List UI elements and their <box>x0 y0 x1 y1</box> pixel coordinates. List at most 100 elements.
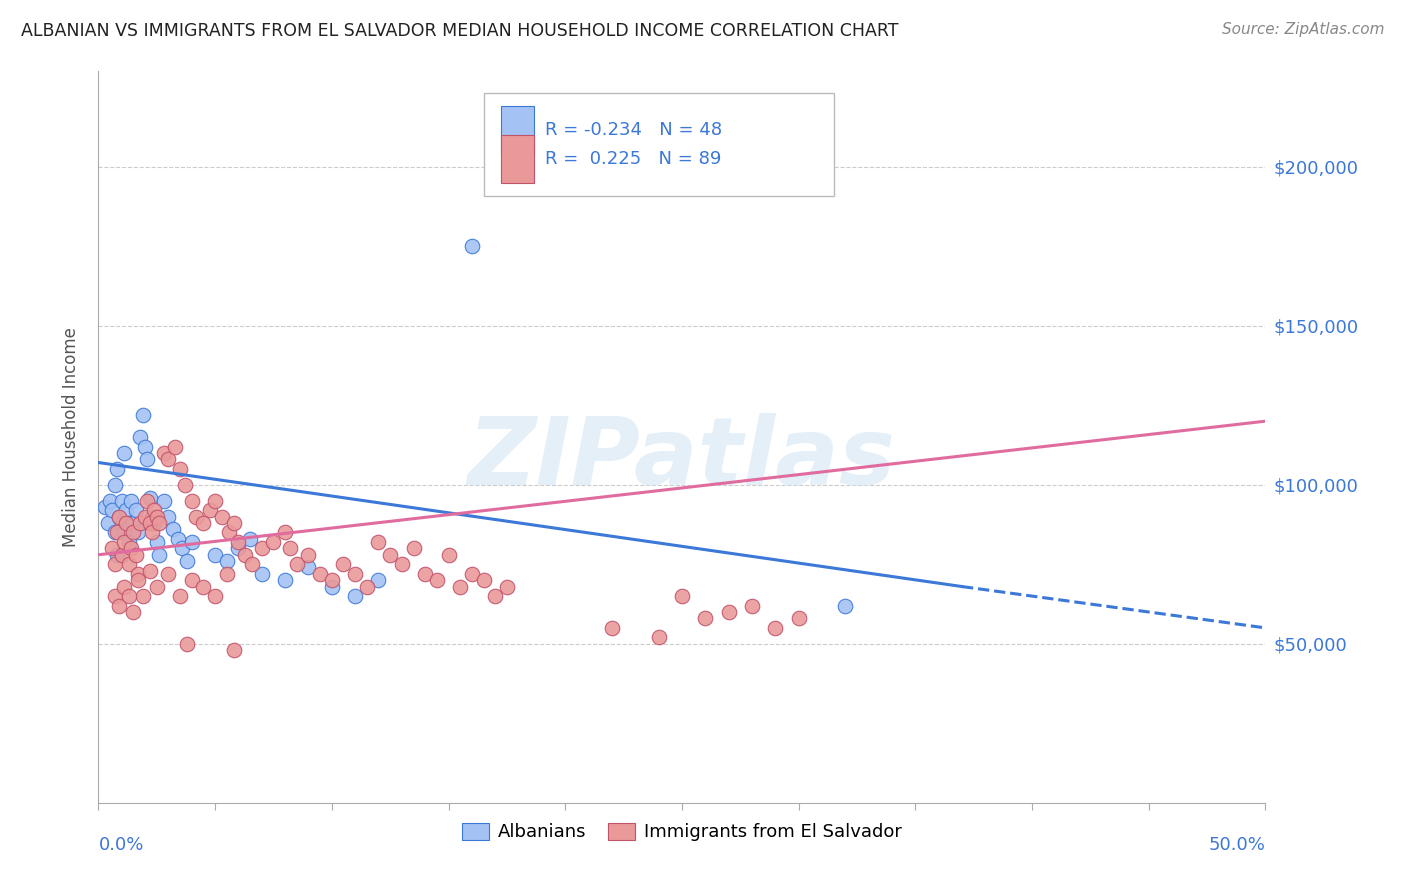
Point <box>152 446 174 460</box>
Point <box>367 573 389 587</box>
Text: R =  0.225   N = 89: R = 0.225 N = 89 <box>546 150 721 168</box>
FancyBboxPatch shape <box>501 135 534 183</box>
Point <box>647 631 669 645</box>
Point <box>101 541 124 556</box>
Point <box>166 532 188 546</box>
Point <box>125 503 148 517</box>
Point <box>146 509 169 524</box>
Point <box>461 566 484 581</box>
Point <box>127 566 149 581</box>
Point <box>105 462 128 476</box>
Point <box>111 516 134 530</box>
Point <box>122 605 145 619</box>
Point <box>129 430 152 444</box>
Text: R = -0.234   N = 48: R = -0.234 N = 48 <box>546 121 723 139</box>
Point <box>136 452 159 467</box>
Point <box>180 535 202 549</box>
Point <box>204 589 226 603</box>
Point <box>180 573 202 587</box>
Point <box>139 564 162 578</box>
Point <box>165 440 187 454</box>
Point <box>176 637 198 651</box>
Point <box>228 535 250 549</box>
Point <box>112 525 135 540</box>
Point <box>239 532 262 546</box>
Point <box>321 573 343 587</box>
Point <box>274 573 297 587</box>
Point <box>695 611 717 625</box>
Point <box>120 493 142 508</box>
Text: 0.0%: 0.0% <box>98 836 143 854</box>
Legend: Albanians, Immigrants from El Salvador: Albanians, Immigrants from El Salvador <box>454 815 910 848</box>
Point <box>141 525 163 540</box>
Point <box>741 599 763 613</box>
Point <box>125 548 148 562</box>
Point <box>211 509 233 524</box>
Point <box>426 573 449 587</box>
Point <box>472 573 495 587</box>
Point <box>97 516 120 530</box>
Point <box>122 525 145 540</box>
Point <box>157 566 180 581</box>
Point <box>134 509 156 524</box>
Point <box>112 580 135 594</box>
Point <box>278 541 301 556</box>
Point <box>112 535 135 549</box>
Point <box>449 580 471 594</box>
Point <box>104 558 127 572</box>
Point <box>132 589 155 603</box>
Point <box>98 493 121 508</box>
Point <box>94 500 117 514</box>
Point <box>484 589 506 603</box>
Point <box>111 493 134 508</box>
Text: ZIPatlas: ZIPatlas <box>468 413 896 505</box>
Point <box>152 493 174 508</box>
Point <box>169 462 191 476</box>
Point <box>112 446 135 460</box>
Point <box>204 493 226 508</box>
Point <box>717 605 740 619</box>
Point <box>148 516 170 530</box>
Point <box>344 589 367 603</box>
Point <box>118 589 141 603</box>
Point <box>143 503 166 517</box>
Point <box>141 509 163 524</box>
Point <box>356 580 378 594</box>
Point <box>146 580 169 594</box>
Point <box>461 239 484 253</box>
Point <box>413 566 436 581</box>
Point <box>215 554 238 568</box>
FancyBboxPatch shape <box>501 106 534 154</box>
Point <box>274 525 297 540</box>
Point <box>108 599 131 613</box>
Point <box>380 548 402 562</box>
Point <box>671 589 693 603</box>
Point <box>157 452 180 467</box>
Point <box>235 548 257 562</box>
Point <box>193 516 215 530</box>
Text: 50.0%: 50.0% <box>1209 836 1265 854</box>
Point <box>172 541 194 556</box>
Point <box>309 566 332 581</box>
Point <box>132 408 155 422</box>
Point <box>228 541 250 556</box>
Point <box>367 535 389 549</box>
Point <box>108 509 131 524</box>
Point <box>108 509 131 524</box>
Point <box>173 477 195 491</box>
Point <box>120 541 142 556</box>
Y-axis label: Median Household Income: Median Household Income <box>62 327 80 547</box>
Point <box>115 503 138 517</box>
Point <box>250 566 273 581</box>
Point <box>176 554 198 568</box>
Point <box>101 503 124 517</box>
Point <box>136 493 159 508</box>
Point <box>143 516 166 530</box>
Point <box>200 503 222 517</box>
Point <box>297 548 319 562</box>
Point <box>122 516 145 530</box>
Point <box>118 535 141 549</box>
Point <box>146 535 169 549</box>
Point <box>215 566 238 581</box>
Point <box>262 535 284 549</box>
